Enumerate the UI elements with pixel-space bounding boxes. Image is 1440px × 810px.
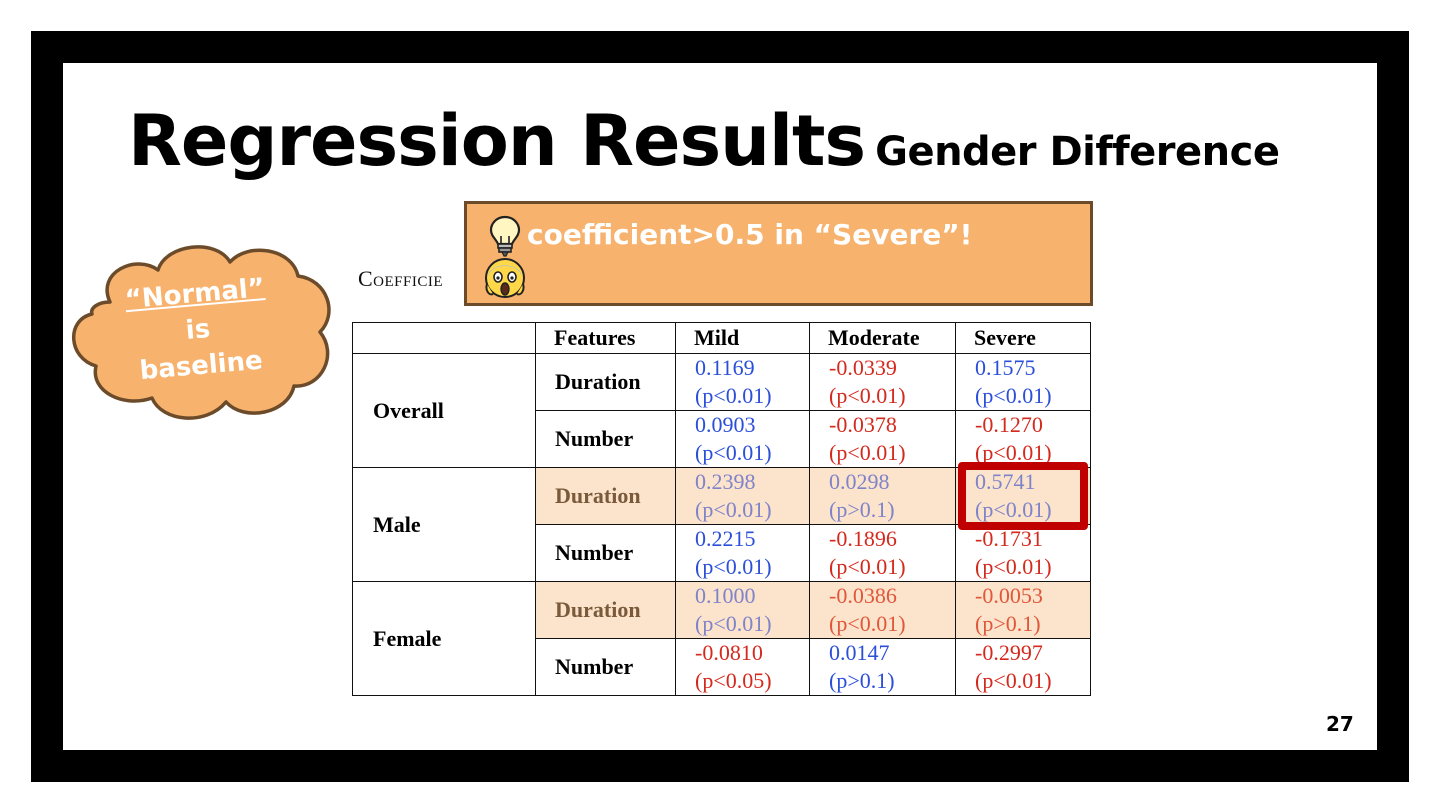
coefficient-cell: 0.1169 (p<0.01)	[675, 353, 810, 411]
coefficient-value: 0.2398	[695, 469, 756, 494]
coefficient-value: 0.0298	[829, 469, 890, 494]
coefficient-cell: 0.0903 (p<0.01)	[675, 410, 810, 468]
coefficient-cell: 0.5741 (p<0.01)	[955, 467, 1091, 525]
p-value: (p<0.01)	[975, 668, 1052, 693]
coefficient-value: -0.0053	[975, 583, 1043, 608]
coefficient-cell: 0.1575 (p<0.01)	[955, 353, 1091, 411]
coefficient-cell: -0.1270 (p<0.01)	[955, 410, 1091, 468]
coefficient-cell: -0.1731 (p<0.01)	[955, 524, 1091, 582]
coefficient-value: -0.1270	[975, 412, 1043, 437]
p-value: (p<0.01)	[975, 497, 1052, 522]
coefficient-value: 0.0903	[695, 412, 756, 437]
feature-label: Duration	[535, 353, 676, 411]
p-value: (p<0.05)	[695, 668, 772, 693]
group-label: Overall	[352, 353, 536, 468]
coefficient-value: -0.0378	[829, 412, 897, 437]
column-header: Severe	[955, 322, 1091, 354]
coefficient-value: 0.2215	[695, 526, 756, 551]
coefficient-cell: -0.0339 (p<0.01)	[809, 353, 956, 411]
feature-label: Number	[535, 410, 676, 468]
callout-text: coefficient>0.5 in “Severe”!	[527, 218, 973, 251]
feature-label: Duration	[535, 467, 676, 525]
coefficient-cell: -0.0810 (p<0.05)	[675, 638, 810, 696]
p-value: (p<0.01)	[829, 440, 906, 465]
column-header: Mild	[675, 322, 810, 354]
coefficient-cell: -0.0053 (p>0.1)	[955, 581, 1091, 639]
p-value: (p>0.1)	[975, 611, 1041, 636]
group-label: Female	[352, 581, 536, 696]
screaming-face-icon	[485, 258, 525, 298]
feature-label: Duration	[535, 581, 676, 639]
regression-table: Features Mild Moderate Severe Overall Duratio…	[352, 322, 1091, 696]
p-value: (p>0.1)	[829, 497, 895, 522]
coefficient-value: -0.2997	[975, 640, 1043, 665]
coefficient-value: -0.0810	[695, 640, 763, 665]
p-value: (p<0.01)	[829, 554, 906, 579]
table-row: Number 0.0903 (p<0.01) -0.0378 (p<0.01) -0.12…	[353, 410, 1091, 468]
coefficient-cell: -0.2997 (p<0.01)	[955, 638, 1091, 696]
header-blank-cell	[352, 322, 536, 354]
p-value: (p<0.01)	[975, 440, 1052, 465]
title-subtitle: Gender Difference	[875, 129, 1280, 175]
callout-box: coefficient>0.5 in “Severe”!	[464, 201, 1093, 306]
coefficient-cell: 0.0298 (p>0.1)	[809, 467, 956, 525]
coefficient-cell: 0.2398 (p<0.01)	[675, 467, 810, 525]
p-value: (p<0.01)	[695, 497, 772, 522]
group-label: Male	[352, 467, 536, 582]
slide-title: Regression Results Gender Difference	[128, 100, 1280, 182]
title-main: Regression Results	[128, 100, 866, 182]
coefficient-value: -0.0386	[829, 583, 897, 608]
coefficient-cell: 0.0147 (p>0.1)	[809, 638, 956, 696]
coefficient-cell: -0.1896 (p<0.01)	[809, 524, 956, 582]
page-number: 27	[1326, 712, 1354, 736]
table-row: Number 0.2215 (p<0.01) -0.1896 (p<0.01) -0.17…	[353, 524, 1091, 582]
coefficient-value: 0.1169	[695, 355, 755, 380]
feature-label: Number	[535, 524, 676, 582]
table-row: Overall Duration 0.1169 (p<0.01) -0.0339 (p<0…	[352, 353, 1091, 468]
coefficient-cell: 0.2215 (p<0.01)	[675, 524, 810, 582]
coefficient-cell: 0.1000 (p<0.01)	[675, 581, 810, 639]
table-row: Male Duration 0.2398 (p<0.01) 0.0298 (p>0.1) 0…	[352, 467, 1091, 582]
cloud-shape	[72, 245, 331, 420]
coefficient-value: -0.0339	[829, 355, 897, 380]
column-header: Moderate	[809, 322, 956, 354]
table-caption: Coefficie	[358, 266, 444, 291]
p-value: (p<0.01)	[695, 440, 772, 465]
feature-label: Number	[535, 638, 676, 696]
table-header-row: Features Mild Moderate Severe	[352, 322, 1091, 354]
coefficient-value: 0.0147	[829, 640, 890, 665]
table-row: Female Duration 0.1000 (p<0.01) -0.0386 (p<0.…	[352, 581, 1091, 696]
table-row: Number -0.0810 (p<0.05) 0.0147 (p>0.1) -0.299…	[353, 638, 1091, 696]
coefficient-value: 0.1000	[695, 583, 756, 608]
coefficient-value: -0.1731	[975, 526, 1043, 551]
p-value: (p<0.01)	[695, 383, 772, 408]
coefficient-value: -0.1896	[829, 526, 897, 551]
p-value: (p<0.01)	[695, 611, 772, 636]
p-value: (p<0.01)	[975, 383, 1052, 408]
coefficient-value: 0.5741	[975, 469, 1036, 494]
p-value: (p<0.01)	[829, 383, 906, 408]
coefficient-cell: -0.0378 (p<0.01)	[809, 410, 956, 468]
p-value: (p<0.01)	[975, 554, 1052, 579]
p-value: (p<0.01)	[695, 554, 772, 579]
lightbulb-icon	[489, 215, 521, 257]
column-header: Features	[535, 322, 676, 354]
p-value: (p<0.01)	[829, 611, 906, 636]
coefficient-value: 0.1575	[975, 355, 1036, 380]
emphasis-box	[958, 462, 1088, 530]
p-value: (p>0.1)	[829, 668, 895, 693]
coefficient-cell: -0.0386 (p<0.01)	[809, 581, 956, 639]
cloud-label: “Normal” is baseline	[104, 268, 293, 391]
